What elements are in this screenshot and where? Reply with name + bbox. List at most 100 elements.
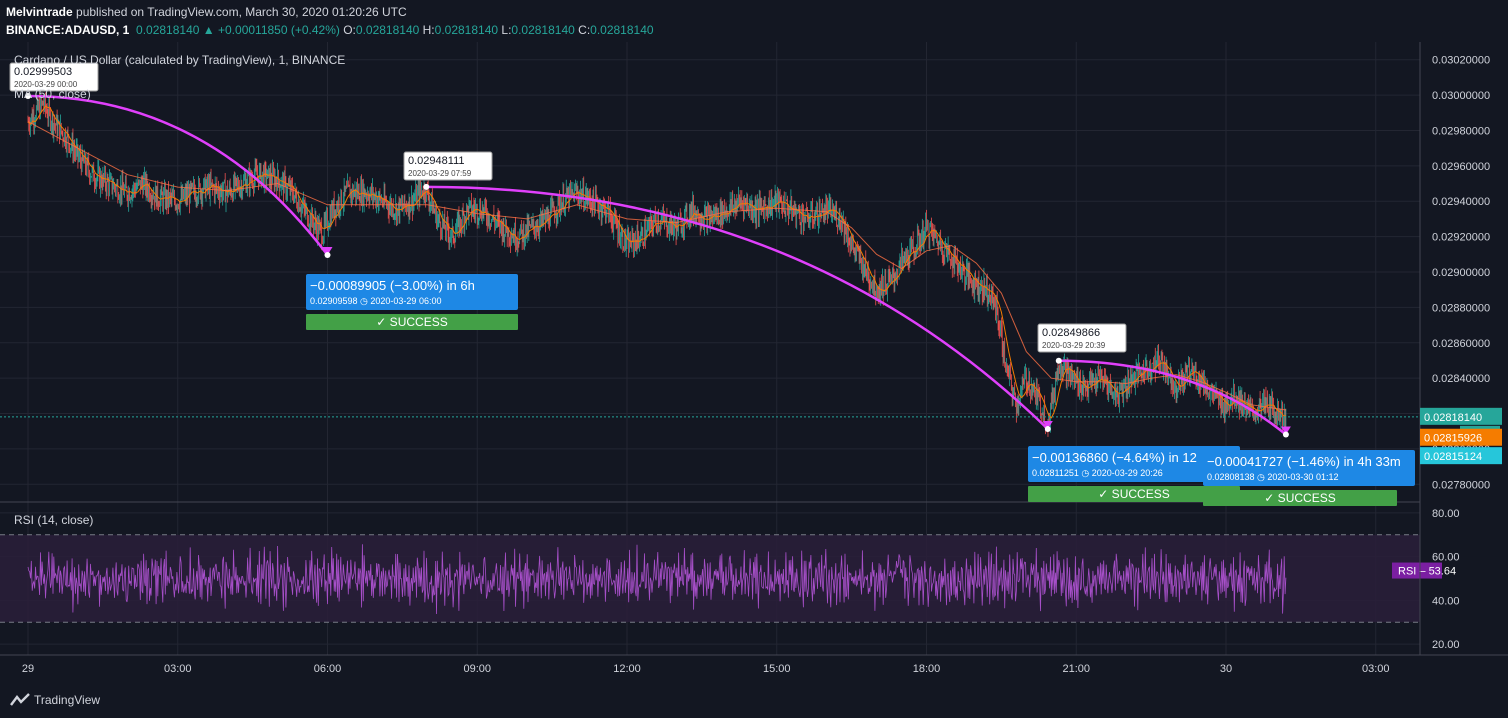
rsi-tick-label: 80.00 (1432, 508, 1460, 520)
price-scale-badge (1420, 428, 1502, 446)
chart-header: Melvintrade published on TradingView.com… (0, 0, 1508, 42)
start-point (25, 92, 31, 99)
success-label: ✓ SUCCESS (376, 315, 447, 329)
end-price-label: 0.02808138 ◷ 2020-03-30 01:12 (1207, 472, 1338, 482)
fast-ma-line (27, 105, 1286, 419)
low-value: 0.02818140 (511, 23, 575, 37)
rsi-value-label: RSI – 53.64 (1398, 566, 1456, 578)
time-tick-label: 03:00 (164, 663, 192, 675)
up-arrow-icon: ▲ (202, 23, 215, 37)
trend-curve (426, 185, 1049, 430)
end-point (1044, 426, 1051, 433)
price-scale-label: 0.02815926 (1424, 433, 1482, 445)
trend-arrow-icon (1280, 426, 1291, 435)
time-tick-label: 03:00 (1362, 663, 1390, 675)
close-label: C: (578, 23, 591, 37)
end-price-label: 0.02811251 ◷ 2020-03-29 20:26 (1032, 468, 1163, 478)
price-tick-label: 0.02960000 (1432, 161, 1490, 173)
rsi-tick-label: 20.00 (1432, 639, 1460, 651)
start-label-box (1037, 323, 1127, 353)
rsi-value-badge (1392, 562, 1442, 579)
trend-curve (27, 94, 329, 256)
trend-curve (1058, 359, 1287, 436)
rsi-series (27, 544, 1287, 615)
success-badge (1028, 486, 1240, 502)
price-tick-label: 0.02780000 (1432, 479, 1490, 491)
open-value: 0.02818140 (355, 23, 420, 37)
time-tick-label: 15:00 (763, 663, 791, 675)
time-tick-label: 09:00 (463, 663, 491, 675)
chart-title: Cardano / US Dollar (calculated by Tradi… (14, 53, 345, 67)
tradingview-logo-icon (10, 693, 30, 706)
success-label: ✓ SUCCESS (1098, 487, 1169, 501)
rsi-line: RSI – 53.64 (27, 544, 1456, 615)
series-lines (0, 105, 1420, 419)
time-tick-label: 06:00 (314, 663, 342, 675)
start-point (423, 183, 430, 190)
price-scale-label: 0.02815124 (1424, 451, 1482, 463)
symbol-label: BINANCE:ADAUSD, 1 (6, 23, 130, 37)
tradingview-brand: TradingView (34, 693, 101, 707)
price-tick-label: 0.02860000 (1432, 338, 1490, 350)
trend-arrow-icon (322, 247, 333, 256)
time-tick-label: 29 (22, 663, 34, 675)
start-price-label: 0.02999503 (14, 66, 72, 78)
change-label: −0.00089905 (−3.00%) in 6h (310, 278, 475, 293)
publish-info: Melvintrade published on TradingView.com… (6, 5, 407, 19)
price-tick-label: 0.02880000 (1432, 302, 1490, 314)
time-tick-label: 30 (1220, 663, 1232, 675)
close-value: 0.02818140 (590, 23, 654, 37)
tradingview-logo[interactable]: TradingView (10, 693, 100, 707)
high-value: 0.02818140 (434, 23, 499, 37)
publisher-name[interactable]: Melvintrade (6, 5, 73, 19)
price-change: +0.00011850 (+0.42%) (218, 23, 340, 37)
time-tick-label: 18:00 (913, 663, 941, 675)
rsi-legend[interactable]: RSI (14, close) (14, 513, 93, 527)
trend-arrow-icon (1042, 421, 1053, 430)
trend-annotations[interactable]: 0.02999503 2020-03-29 00:00 −0.00089905 (−… (9, 62, 1415, 506)
start-label-box (403, 151, 493, 181)
change-label: −0.00136860 (−4.64%) in 12 (1032, 450, 1197, 465)
ohlc-line: BINANCE:ADAUSD, 1 0.02818140 ▲ +0.000118… (6, 23, 654, 37)
end-point (1282, 431, 1289, 438)
start-date-label: 2020-03-29 07:59 (408, 169, 472, 178)
start-date-label: 2020-03-29 00:00 (14, 80, 78, 89)
open-label: O: (343, 23, 356, 37)
footer: TradingView (0, 683, 1508, 718)
price-scale-label: 0.02818140 (1424, 412, 1482, 424)
ma-legend[interactable]: MA (50, close) (14, 87, 91, 101)
start-label-box (9, 62, 99, 92)
last-price: 0.02818140 (136, 23, 200, 37)
time-tick-label: 21:00 (1062, 663, 1090, 675)
low-label: L: (501, 23, 512, 37)
published-text: published on TradingView.com, March 30, … (76, 5, 407, 19)
change-box (306, 274, 518, 310)
price-tick-label: 0.03020000 (1432, 55, 1490, 67)
success-badge (1203, 490, 1397, 506)
price-tick-label: 0.03000000 (1432, 90, 1490, 102)
change-box (1203, 450, 1415, 486)
price-scale-badge (1420, 447, 1502, 465)
high-label: H: (422, 23, 435, 37)
start-date-label: 2020-03-29 20:39 (1042, 341, 1106, 350)
price-tick-label: 0.02920000 (1432, 232, 1490, 244)
end-point (324, 252, 331, 259)
price-scale-badge (1420, 407, 1502, 425)
end-price-label: 0.02909598 ◷ 2020-03-29 06:00 (310, 296, 441, 306)
time-tick-label: 12:00 (613, 663, 641, 675)
change-box (1028, 446, 1240, 482)
price-chart[interactable]: RSI – 53.64 0.03020000 0.03000000 0.029800… (0, 0, 1508, 683)
rsi-tick-label: 60.00 (1432, 552, 1460, 564)
success-label: ✓ SUCCESS (1264, 491, 1335, 505)
change-label: −0.00041727 (−1.46%) in 4h 33m (1207, 454, 1401, 469)
price-tick-label: 0.02980000 (1432, 125, 1490, 137)
start-point (1055, 357, 1062, 364)
rsi-tick-label: 40.00 (1432, 595, 1460, 607)
ma-line (27, 121, 1286, 411)
start-price-label: 0.02948111 (408, 155, 464, 167)
price-tick-label: 0.02940000 (1432, 196, 1490, 208)
price-tick-label: 0.02900000 (1432, 267, 1490, 279)
start-price-label: 0.02849866 (1042, 327, 1100, 339)
price-tick-label: 0.02840000 (1432, 373, 1490, 385)
